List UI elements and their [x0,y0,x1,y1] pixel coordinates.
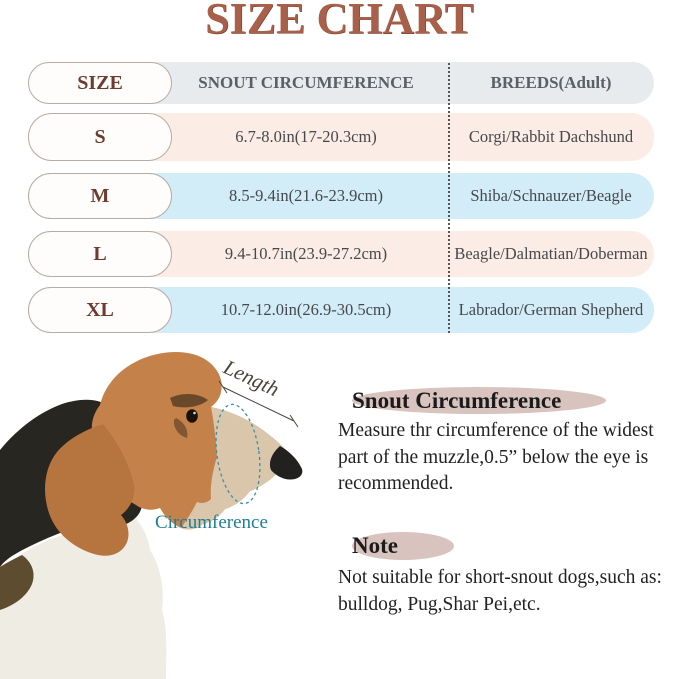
svg-text:Length: Length [219,354,283,401]
svg-text:Circumference: Circumference [155,512,268,533]
